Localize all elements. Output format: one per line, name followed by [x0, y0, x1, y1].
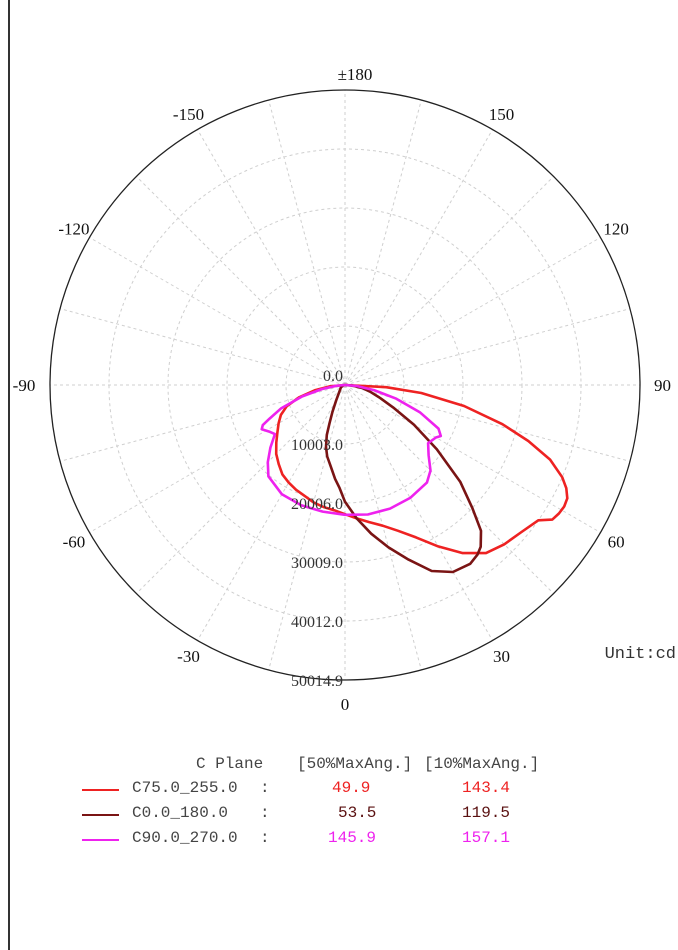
legend-value-10: 119.5: [462, 804, 511, 822]
radial-tick-label: 10003.0: [291, 437, 343, 454]
axis-labels: 0 30 60 90 120 150 ±180 -30 -60 -90 -120 -150 0.0 100…: [13, 65, 671, 714]
angle-label: -90: [13, 376, 36, 395]
legend-separator: :: [260, 804, 270, 822]
legend-value-10: 143.4: [462, 779, 511, 797]
angle-label: 90: [654, 376, 671, 395]
legend-swatch: [82, 839, 119, 841]
angle-label: 150: [489, 105, 515, 124]
angle-label: -120: [58, 220, 89, 239]
grid-spoke: [268, 99, 346, 386]
left-frame-border: [8, 0, 10, 950]
grid-spoke: [136, 384, 346, 594]
legend-value-50: 53.5: [338, 804, 377, 822]
legend-separator: :: [260, 829, 270, 847]
grid-ring: [167, 207, 523, 563]
legend-header-c-plane: C Plane: [196, 755, 264, 773]
legend-header-10-max-ang: [10%MaxAng.]: [424, 755, 540, 773]
legend-value-50: 49.9: [332, 779, 371, 797]
angle-label: -150: [173, 105, 204, 124]
grid-spoke: [136, 176, 346, 386]
grid-spoke: [344, 384, 554, 594]
intensity-curves: [260, 383, 569, 574]
angle-label: -30: [177, 647, 200, 666]
grid-spoke: [197, 384, 346, 641]
radial-tick-label: 0.0: [323, 368, 343, 385]
grid-spoke: [89, 237, 346, 386]
angle-label: 120: [603, 220, 629, 239]
radial-tick-label: 30009.0: [291, 555, 343, 572]
grid-spoke: [344, 308, 631, 386]
legend-swatch: [82, 814, 119, 816]
grid-spoke: [344, 129, 493, 386]
grid-spoke: [344, 384, 493, 641]
radial-tick-label: 50014.9: [291, 673, 343, 690]
legend-series-name: C0.0_180.0: [132, 804, 229, 822]
grid-spoke: [197, 129, 346, 386]
legend-value-10: 157.1: [462, 829, 511, 847]
grid-spoke: [268, 384, 346, 671]
legend-series-name: C90.0_270.0: [132, 829, 238, 847]
grid-spoke: [344, 384, 422, 671]
grid-ring: [226, 266, 464, 504]
legend-series-name: C75.0_255.0: [132, 779, 238, 797]
grid-spoke: [344, 176, 554, 386]
legend-row: C75.0_255.0 : 49.9 143.4: [0, 779, 678, 803]
legend-row: C90.0_270.0 : 145.9 157.1: [0, 829, 678, 853]
curve-C75.0_255.0: [274, 383, 569, 555]
angle-label: -60: [63, 533, 86, 552]
angle-label: ±180: [338, 65, 373, 84]
legend-swatch: [82, 789, 119, 791]
legend-separator: :: [260, 779, 270, 797]
grid-spoke: [59, 308, 346, 386]
angle-label: 30: [493, 647, 510, 666]
grid-spoke: [89, 384, 346, 533]
radial-tick-label: 20006.0: [291, 496, 343, 513]
grid-spoke: [344, 99, 422, 386]
polar-grid: [49, 89, 641, 681]
radial-tick-label: 40012.0: [291, 614, 343, 631]
polar-intensity-chart: 0 30 60 90 120 150 ±180 -30 -60 -90 -120 -150 0.0 100…: [13, 65, 676, 714]
legend-header-50-max-ang: [50%MaxAng.]: [297, 755, 413, 773]
curve-C90.0_270.0: [260, 383, 443, 517]
angle-label: 0: [341, 695, 350, 714]
unit-label: Unit:cd: [605, 645, 676, 664]
grid-ring: [285, 325, 405, 445]
curve-C0.0_180.0: [324, 383, 483, 574]
legend-header: C Plane [50%MaxAng.] [10%MaxAng.]: [0, 755, 678, 779]
grid-spoke: [344, 384, 601, 533]
angle-label: 60: [608, 533, 625, 552]
legend-value-50: 145.9: [328, 829, 377, 847]
outer-circle: [49, 89, 641, 681]
grid-spoke: [344, 237, 601, 386]
legend-row: C0.0_180.0 : 53.5 119.5: [0, 804, 678, 828]
